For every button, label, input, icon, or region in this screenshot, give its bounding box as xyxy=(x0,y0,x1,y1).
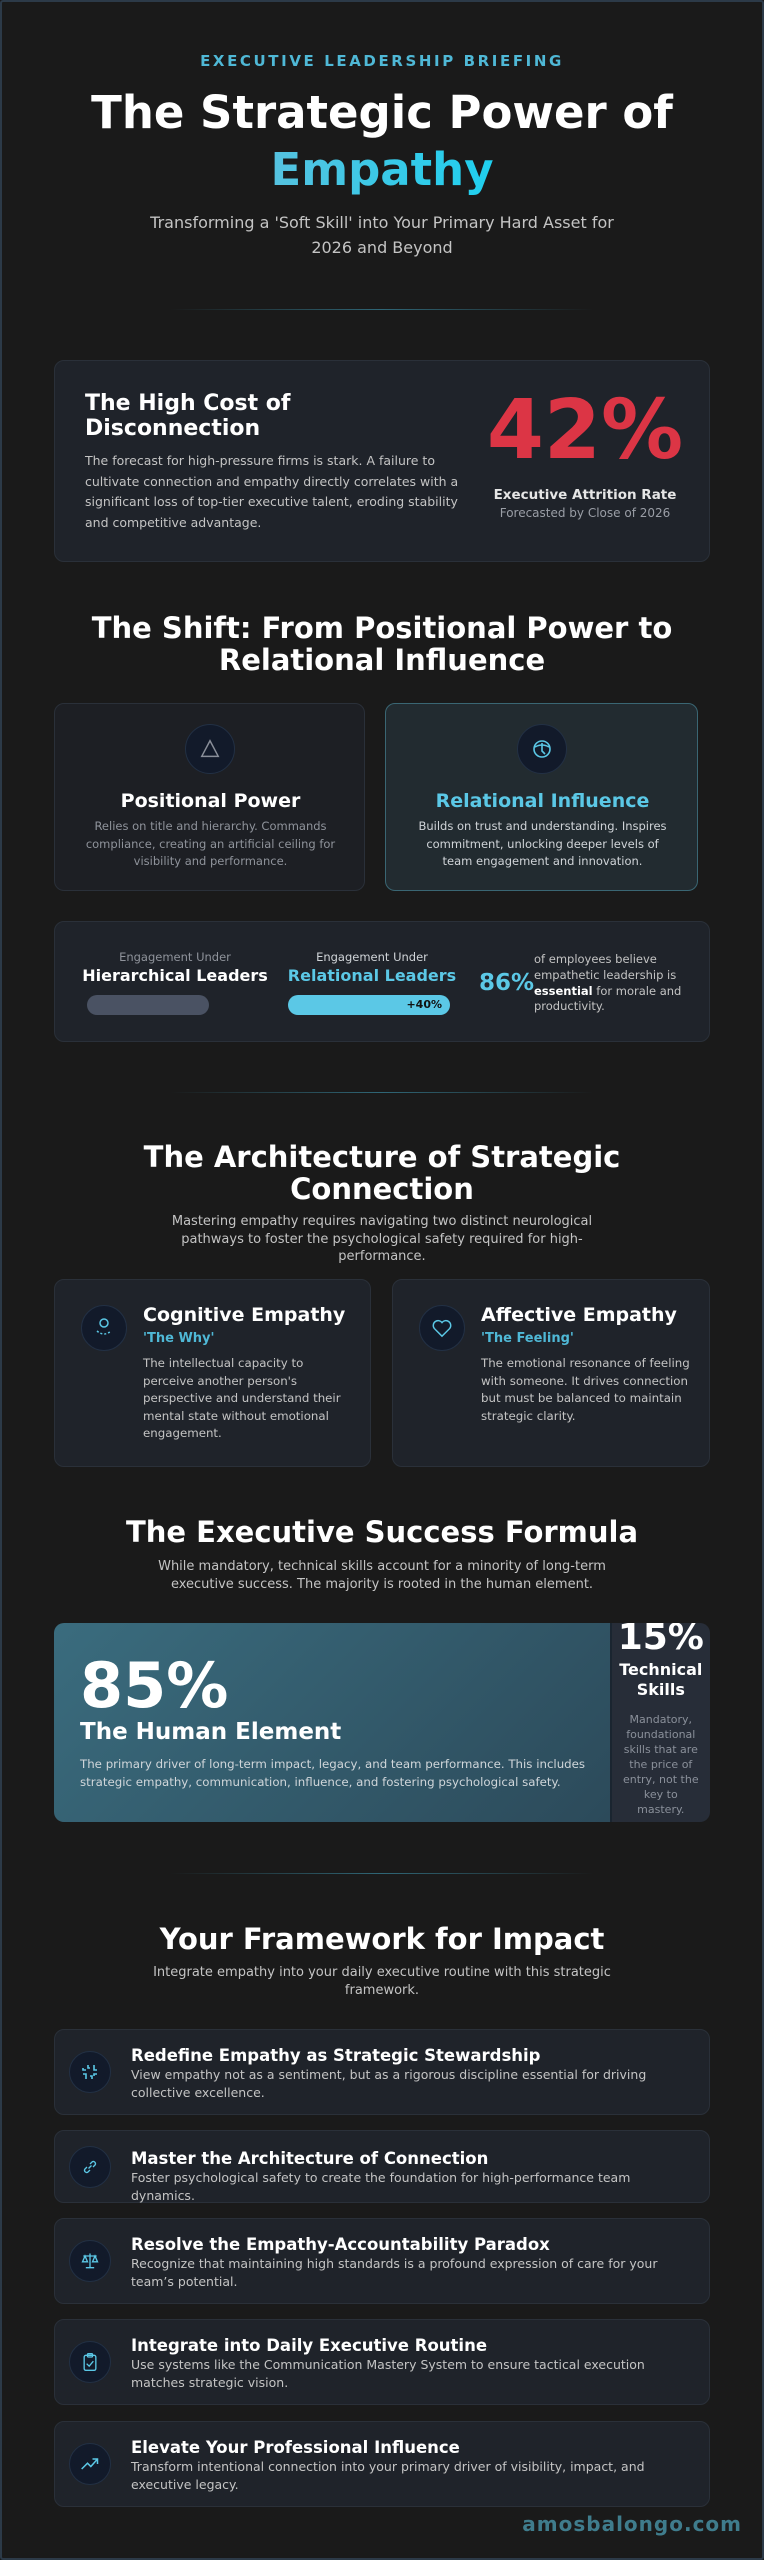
card-tag: 'The Feeling' xyxy=(481,1331,574,1346)
architecture-title: The Architecture of Strategic Connection xyxy=(143,1140,621,1206)
cost-title: The High Cost of Disconnection xyxy=(85,391,291,441)
engagement-pre: Engagement Under xyxy=(119,950,231,964)
framework-item-body: Use systems like the Communication Maste… xyxy=(131,2357,645,2390)
framework-item-title: Redefine Empathy as Strategic Stewardshi… xyxy=(131,2046,541,2065)
success-formula-bar: 85% The Human Element The primary driver… xyxy=(54,1623,710,1822)
brain-icon xyxy=(517,724,567,774)
card-body: The emotional resonance of feeling with … xyxy=(481,1356,690,1423)
relational-bar: +40% xyxy=(288,995,450,1015)
framework-item-title: Elevate Your Professional Influence xyxy=(131,2438,460,2457)
hierarchical-label: Hierarchical Leaders xyxy=(82,966,268,985)
framework-item: Integrate into Daily Executive Routine U… xyxy=(54,2319,710,2405)
cost-body: The forecast for high-pressure firms is … xyxy=(85,453,459,530)
card-title: Relational Influence xyxy=(435,790,650,812)
title-line-1: The Strategic Power of xyxy=(91,86,673,139)
technical-body: Mandatory, foundational skills that are … xyxy=(622,1713,699,1816)
relational-delta: +40% xyxy=(406,998,442,1011)
cognitive-empathy-card: Cognitive Empathy 'The Why' The intellec… xyxy=(54,1279,371,1467)
framework-item-title: Master the Architecture of Connection xyxy=(131,2149,489,2168)
attrition-label: Executive Attrition Rate xyxy=(493,487,677,503)
link-icon xyxy=(69,2146,111,2188)
title-accent: Empathy xyxy=(270,143,494,196)
framework-item-body: View empathy not as a sentiment, but as … xyxy=(131,2067,647,2100)
shift-title: The Shift: From Positional Power to Rela… xyxy=(91,611,673,677)
trending-up-icon xyxy=(69,2443,111,2485)
triangle-icon xyxy=(185,724,235,774)
footer-brand[interactable]: amosbalongo.com xyxy=(522,2512,742,2536)
engagement-pre: Engagement Under xyxy=(316,950,428,964)
positional-power-card: Positional Power Relies on title and hie… xyxy=(54,703,365,891)
affective-empathy-card: Affective Empathy 'The Feeling' The emot… xyxy=(392,1279,710,1467)
page-subtitle: Transforming a 'Soft Skill' into Your Pr… xyxy=(150,213,614,257)
human-element-segment: 85% The Human Element The primary driver… xyxy=(54,1623,612,1822)
framework-item: Resolve the Empathy-Accountability Parad… xyxy=(54,2218,710,2304)
page-title: The Strategic Power of Empathy xyxy=(0,84,764,198)
framework-item-body: Transform intentional connection into yo… xyxy=(131,2459,645,2492)
technical-stat: 15% xyxy=(617,1623,704,1658)
formula-title: The Executive Success Formula xyxy=(125,1515,639,1549)
framework-item-title: Integrate into Daily Executive Routine xyxy=(131,2336,488,2355)
framework-item-title: Resolve the Empathy-Accountability Parad… xyxy=(131,2235,550,2254)
framework-item-body: Foster psychological safety to create th… xyxy=(131,2170,631,2203)
divider xyxy=(170,1873,594,1874)
person-icon xyxy=(81,1305,127,1351)
architecture-subtitle: Mastering empathy requires navigating tw… xyxy=(171,1214,593,1264)
card-body: Builds on trust and understanding. Inspi… xyxy=(418,819,667,868)
clipboard-check-icon xyxy=(69,2341,111,2383)
divider xyxy=(170,1092,594,1093)
framework-item: Redefine Empathy as Strategic Stewardshi… xyxy=(54,2029,710,2115)
framework-title: Your Framework for Impact xyxy=(159,1922,605,1956)
divider xyxy=(170,309,594,310)
heart-icon xyxy=(419,1305,465,1351)
card-title: Positional Power xyxy=(120,790,301,812)
technical-skills-segment: 15% Technical Skills Mandatory, foundati… xyxy=(611,1623,710,1822)
card-title: Affective Empathy xyxy=(481,1304,677,1326)
attrition-stat: 42% xyxy=(486,383,684,478)
framework-item-body: Recognize that maintaining high standard… xyxy=(131,2256,658,2289)
scale-icon xyxy=(69,2240,111,2282)
hierarchical-bar xyxy=(87,995,209,1015)
engagement-card: Engagement Under Hierarchical Leaders En… xyxy=(54,921,710,1042)
framework-subtitle: Integrate empathy into your daily execut… xyxy=(153,1965,611,1998)
card-body: Relies on title and hierarchy. Commands … xyxy=(85,819,336,868)
card-tag: 'The Why' xyxy=(143,1331,215,1346)
attrition-sub: Forecasted by Close of 2026 xyxy=(499,506,671,520)
technical-title: Technical Skills xyxy=(619,1660,703,1699)
cost-card: The High Cost of Disconnection The forec… xyxy=(54,360,710,562)
formula-subtitle: While mandatory, technical skills accoun… xyxy=(158,1559,606,1592)
relational-influence-card: Relational Influence Builds on trust and… xyxy=(385,703,698,891)
framework-item: Master the Architecture of Connection Fo… xyxy=(54,2130,710,2203)
relational-label: Relational Leaders xyxy=(287,966,457,985)
employee-stat: 86% xyxy=(479,970,535,996)
framework-item: Elevate Your Professional Influence Tran… xyxy=(54,2421,710,2507)
card-title: Cognitive Empathy xyxy=(143,1304,346,1326)
focus-corners-icon xyxy=(69,2051,111,2093)
human-stat: 85% xyxy=(80,1649,229,1722)
employee-stat-text: of employees believe empathetic leadersh… xyxy=(534,952,682,1014)
human-body: The primary driver of long-term impact, … xyxy=(80,1757,586,1789)
human-title: The Human Element xyxy=(80,1719,342,1745)
eyebrow: EXECUTIVE LEADERSHIP BRIEFING xyxy=(200,52,564,70)
card-body: The intellectual capacity to perceive an… xyxy=(143,1356,341,1440)
